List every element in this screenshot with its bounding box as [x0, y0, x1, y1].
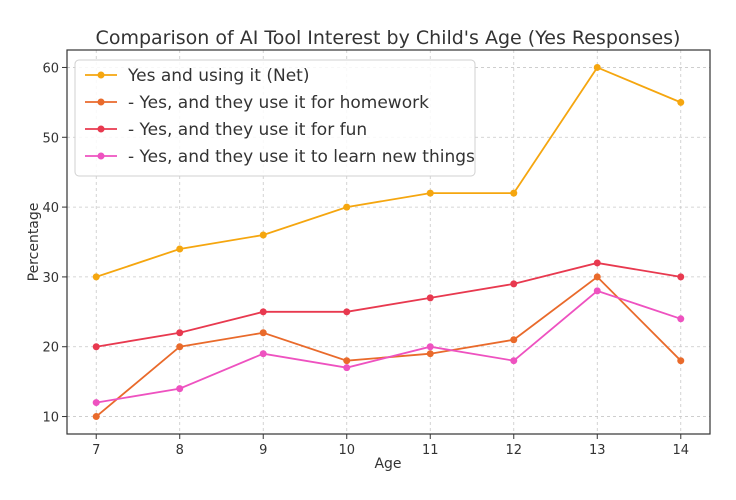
series-line-1	[95, 275, 682, 418]
y-axis: 10 20 30 40 50 60	[42, 61, 67, 426]
data-point	[176, 329, 184, 337]
x-tick-label: 12	[505, 443, 522, 458]
legend-marker	[97, 71, 105, 79]
series-group	[92, 63, 685, 421]
data-point	[426, 189, 434, 197]
data-point	[92, 343, 100, 351]
data-point	[677, 357, 685, 365]
series-line-2	[96, 262, 681, 348]
data-point	[92, 399, 100, 407]
data-point	[176, 343, 184, 351]
x-tick-label: 11	[422, 443, 439, 458]
x-tick-label: 13	[589, 443, 606, 458]
legend-label: - Yes, and they use it for homework	[128, 93, 429, 113]
data-point	[426, 294, 434, 302]
legend-box	[74, 59, 476, 177]
legend-marker	[97, 152, 105, 160]
legend: Yes and using it (Net) - Yes, and they us…	[74, 59, 476, 177]
series-line-3	[96, 289, 682, 404]
y-axis-label: Percentage	[26, 203, 42, 282]
data-point	[343, 357, 351, 365]
y-tick-label: 50	[42, 131, 59, 146]
x-tick-label: 14	[672, 443, 689, 458]
legend-marker	[97, 125, 105, 133]
data-point	[92, 413, 100, 421]
y-tick-label: 30	[42, 271, 59, 286]
x-tick-label: 10	[338, 443, 355, 458]
data-point	[510, 189, 518, 197]
y-tick-label: 60	[42, 61, 59, 76]
data-point	[259, 350, 267, 358]
data-point	[426, 350, 434, 358]
grid	[67, 50, 710, 434]
data-point	[677, 273, 685, 281]
legend-label: - Yes, and they use it for fun	[128, 120, 367, 140]
data-point	[593, 259, 601, 267]
data-point	[259, 231, 267, 239]
data-point	[343, 364, 351, 372]
data-point	[510, 280, 518, 288]
legend-label: Yes and using it (Net)	[127, 66, 309, 86]
x-tick-label: 8	[176, 443, 184, 458]
series-line-0	[95, 66, 682, 278]
x-tick-label: 7	[92, 443, 100, 458]
data-point	[593, 287, 601, 295]
data-point	[426, 343, 434, 351]
data-point	[176, 385, 184, 393]
data-point	[176, 245, 184, 253]
x-axis-label: Age	[374, 456, 401, 472]
data-point	[593, 273, 601, 281]
y-tick-label: 20	[42, 341, 59, 356]
chart-title: Comparison of AI Tool Interest by Child'…	[96, 27, 681, 49]
legend-label: - Yes, and they use it to learn new thin…	[128, 147, 475, 167]
x-axis: 7 8 9 10 11 12 13 14	[92, 434, 689, 458]
data-point	[92, 273, 100, 281]
data-point	[677, 98, 685, 106]
data-point	[677, 315, 685, 323]
data-point	[343, 308, 351, 316]
x-tick-label: 9	[259, 443, 267, 458]
y-tick-label: 10	[42, 411, 59, 426]
plot-frame	[66, 49, 711, 435]
data-point	[343, 203, 351, 211]
data-point	[259, 329, 267, 337]
data-point	[510, 357, 518, 365]
data-point	[593, 63, 601, 71]
data-point	[510, 336, 518, 344]
data-point	[259, 308, 267, 316]
legend-marker	[97, 98, 105, 106]
y-tick-label: 40	[42, 201, 59, 216]
